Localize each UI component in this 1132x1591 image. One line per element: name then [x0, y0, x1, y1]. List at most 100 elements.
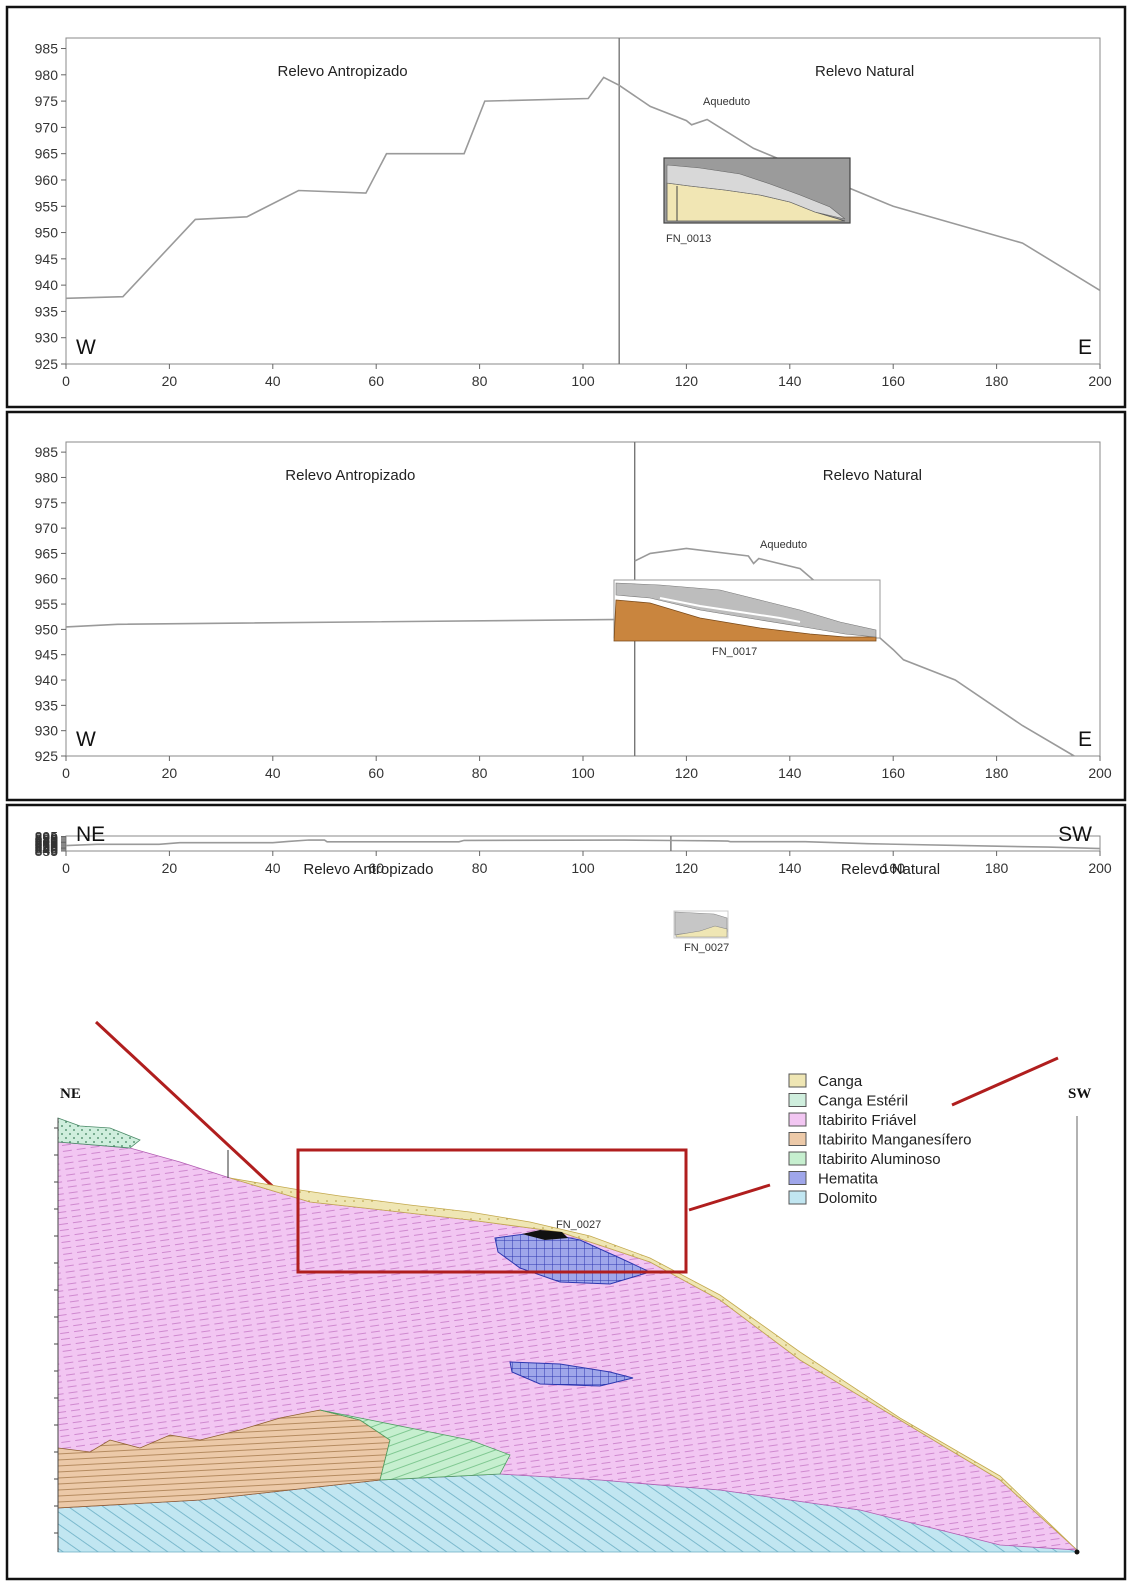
section-depth-ticks — [54, 1127, 58, 1534]
legend: Canga Canga Estéril Itabirito Friável Itabi… — [788, 1073, 971, 1207]
x-tick-label: 0 — [62, 765, 70, 781]
y-tick-label: 945 — [35, 647, 59, 663]
right-direction-label: E — [1078, 728, 1092, 751]
x-tick-label: 100 — [571, 860, 595, 876]
y-tick-label: 930 — [35, 723, 59, 739]
legend-label: Canga Estéril — [818, 1093, 908, 1110]
y-tick-label: 835 — [35, 843, 59, 859]
legend-swatch — [788, 1190, 807, 1205]
y-tick-label: 895 — [35, 828, 59, 844]
profile-chart-1: 925 930 935 940 945 950 955 960 965 970 975 980 985 0… — [35, 37, 1112, 389]
y-tick-label: 880 — [35, 832, 59, 848]
y-tick-label: 970 — [35, 119, 59, 135]
y-tick-label: 935 — [35, 697, 59, 713]
y-tick-label: 955 — [35, 596, 59, 612]
legend-label: Itabirito Aluminoso — [818, 1151, 941, 1168]
x-tick-label: 100 — [571, 765, 595, 781]
section-inset-fn0017 — [613, 579, 881, 642]
left-direction-label: NE — [76, 823, 105, 846]
left-direction-label: W — [76, 728, 96, 751]
y-tick-label: 975 — [35, 93, 59, 109]
x-tick-label: 160 — [882, 860, 906, 876]
x-tick-label: 20 — [162, 373, 178, 389]
legend-label: Itabirito Friável — [818, 1112, 916, 1129]
x-tick-label: 180 — [985, 860, 1009, 876]
y-tick-label: 890 — [35, 830, 59, 846]
section-inset-fn0027 — [673, 910, 729, 939]
x-tick-label: 100 — [571, 373, 595, 389]
x-tick-label: 200 — [1088, 860, 1112, 876]
y-tick-label: 845 — [35, 841, 59, 857]
y-tick-label: 945 — [35, 251, 59, 267]
x-tick-label: 20 — [162, 860, 178, 876]
x-tick-label: 180 — [985, 765, 1009, 781]
panel-frame-1 — [5, 5, 1127, 409]
y-tick-label: 985 — [35, 444, 59, 460]
legend-swatch — [788, 1073, 807, 1088]
legend-swatch — [788, 1151, 807, 1166]
y-tick-label: 960 — [35, 571, 59, 587]
terrain-profile-line — [634, 547, 1075, 757]
zoom-connector-right-a — [688, 1183, 771, 1212]
section-inset-fn0013 — [663, 157, 851, 224]
legend-swatch — [788, 1171, 807, 1185]
zoom-rectangle — [296, 1148, 688, 1274]
x-tick-label: 180 — [985, 373, 1009, 389]
x-tick-label: 200 — [1088, 373, 1112, 389]
panel-frame-3 — [5, 803, 1127, 1581]
y-tick-label: 940 — [35, 672, 59, 688]
terrain-profile-line — [65, 76, 1101, 300]
right-direction-label: E — [1078, 336, 1092, 359]
x-tick-label: 120 — [675, 373, 699, 389]
x-tick-label: 80 — [472, 373, 488, 389]
aqueduct-label: Aqueduto — [760, 539, 807, 551]
section-sample-label: FN_0027 — [556, 1219, 601, 1231]
x-tick-label: 40 — [265, 860, 281, 876]
x-tick-label: 60 — [368, 860, 384, 876]
right-region-label: Relevo Natural — [841, 861, 940, 878]
y-tick-label: 850 — [35, 839, 59, 855]
y-tick-label: 840 — [35, 842, 59, 858]
y-tick-label: 925 — [35, 748, 59, 764]
y-tick-label: 950 — [35, 621, 59, 637]
zoom-connector-left — [94, 1020, 300, 1212]
legend-label: Canga — [818, 1073, 863, 1090]
y-tick-label: 935 — [35, 303, 59, 319]
legend-label: Itabirito Manganesífero — [818, 1132, 971, 1149]
y-tick-label: 865 — [35, 836, 59, 852]
y-tick-label: 925 — [35, 356, 59, 372]
left-region-label: Relevo Antropizado — [303, 861, 433, 878]
left-direction-label: W — [76, 336, 96, 359]
y-tick-label: 940 — [35, 277, 59, 293]
x-tick-label: 40 — [265, 765, 281, 781]
y-tick-label: 950 — [35, 225, 59, 241]
left-region-label: Relevo Antropizado — [278, 63, 408, 80]
section-right-label: SW — [1068, 1086, 1091, 1102]
x-tick-label: 120 — [675, 765, 699, 781]
plot-area — [65, 441, 1101, 757]
sample-label: FN_0027 — [684, 942, 729, 954]
sample-label: FN_0013 — [666, 233, 711, 245]
x-tick-label: 160 — [882, 373, 906, 389]
left-region-label: Relevo Antropizado — [285, 467, 415, 484]
aqueduct-label: Aqueduto — [703, 96, 750, 108]
legend-label: Hematita — [818, 1171, 879, 1188]
y-tick-label: 870 — [35, 835, 59, 851]
x-tick-label: 0 — [62, 860, 70, 876]
x-tick-label: 20 — [162, 765, 178, 781]
y-tick-label: 875 — [35, 833, 59, 849]
zoom-connector-right-b — [951, 1056, 1059, 1107]
y-tick-label: 885 — [35, 831, 59, 847]
x-tick-label: 160 — [882, 765, 906, 781]
terrain-profile-line — [65, 618, 635, 628]
x-tick-label: 140 — [778, 373, 802, 389]
y-tick-label: 970 — [35, 520, 59, 536]
x-tick-label: 120 — [675, 860, 699, 876]
profile-chart-2: 925 930 935 940 945 950 955 960 965 970 975 980 985 0… — [35, 441, 1112, 781]
panel-frame-2 — [5, 410, 1127, 802]
legend-swatch — [788, 1093, 807, 1107]
terrain-profile-line — [65, 839, 1101, 850]
x-tick-label: 60 — [368, 765, 384, 781]
right-direction-label: SW — [1058, 823, 1092, 846]
